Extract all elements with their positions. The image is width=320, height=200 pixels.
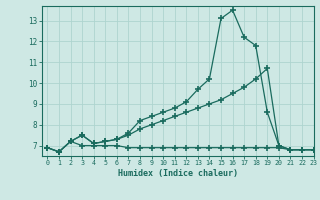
X-axis label: Humidex (Indice chaleur): Humidex (Indice chaleur) — [118, 169, 237, 178]
